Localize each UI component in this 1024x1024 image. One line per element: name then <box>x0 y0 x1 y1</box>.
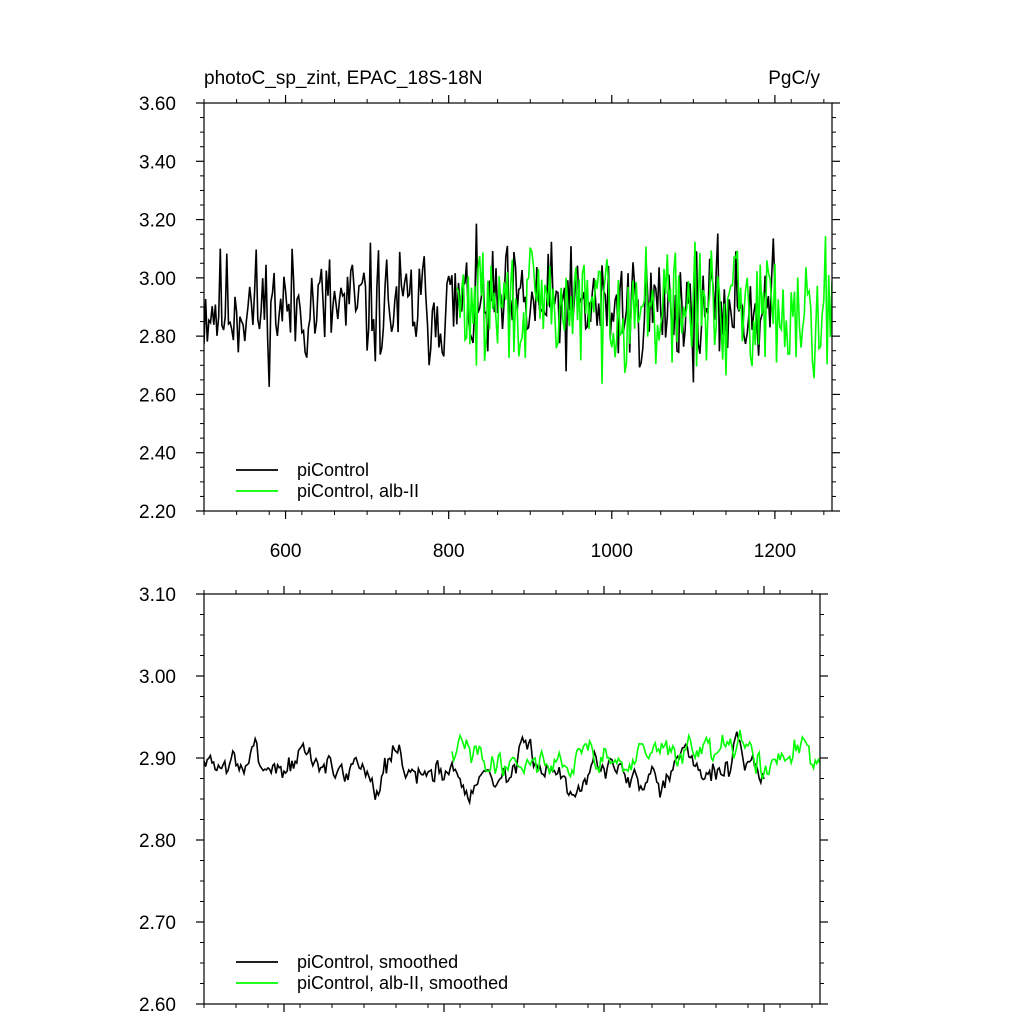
y-tick-label: 3.10 <box>139 585 176 606</box>
y-tick-label: 2.40 <box>139 444 176 465</box>
bottom-panel: 2.60 2.70 2.80 2.90 3.00 3.10 piControl, smoot… <box>139 585 828 1016</box>
series-line-1 <box>456 236 832 384</box>
y-tick-label: 3.20 <box>139 211 176 232</box>
series-line-1 <box>451 729 820 780</box>
y-tick-label: 2.70 <box>139 913 176 934</box>
y-tick-label: 3.40 <box>139 152 176 173</box>
y-tick-label: 2.90 <box>139 749 176 770</box>
y-tick-label: 2.20 <box>139 502 176 523</box>
series-line-0 <box>204 731 765 806</box>
y-tick-label: 3.00 <box>139 269 176 290</box>
y-tick-label: 2.60 <box>139 385 176 406</box>
series-group <box>204 729 820 806</box>
y-tick-label: 2.80 <box>139 831 176 852</box>
y-tick-label: 3.00 <box>139 667 176 688</box>
legend-label-1: piControl, alb-II <box>297 481 419 501</box>
x-tick-label: 800 <box>433 541 465 562</box>
y-tick-label: 3.60 <box>139 94 176 115</box>
series-group <box>204 223 832 387</box>
top-panel: photoC_sp_zint, EPAC_18S-18N PgC/y 2.20 2.4… <box>139 68 840 562</box>
units-label: PgC/y <box>768 68 820 89</box>
y-tick-label: 2.60 <box>139 995 176 1016</box>
x-tick-label: 600 <box>270 541 302 562</box>
x-tick-label: 1200 <box>754 541 796 562</box>
legend-label-0: piControl, smoothed <box>297 952 458 972</box>
legend-label-0: piControl <box>297 460 369 480</box>
chart-title: photoC_sp_zint, EPAC_18S-18N <box>204 68 482 89</box>
legend-label-1: piControl, alb-II, smoothed <box>297 973 508 993</box>
plot-frame <box>203 593 821 1005</box>
y-tick-label: 2.80 <box>139 327 176 348</box>
x-tick-label: 1000 <box>591 541 633 562</box>
